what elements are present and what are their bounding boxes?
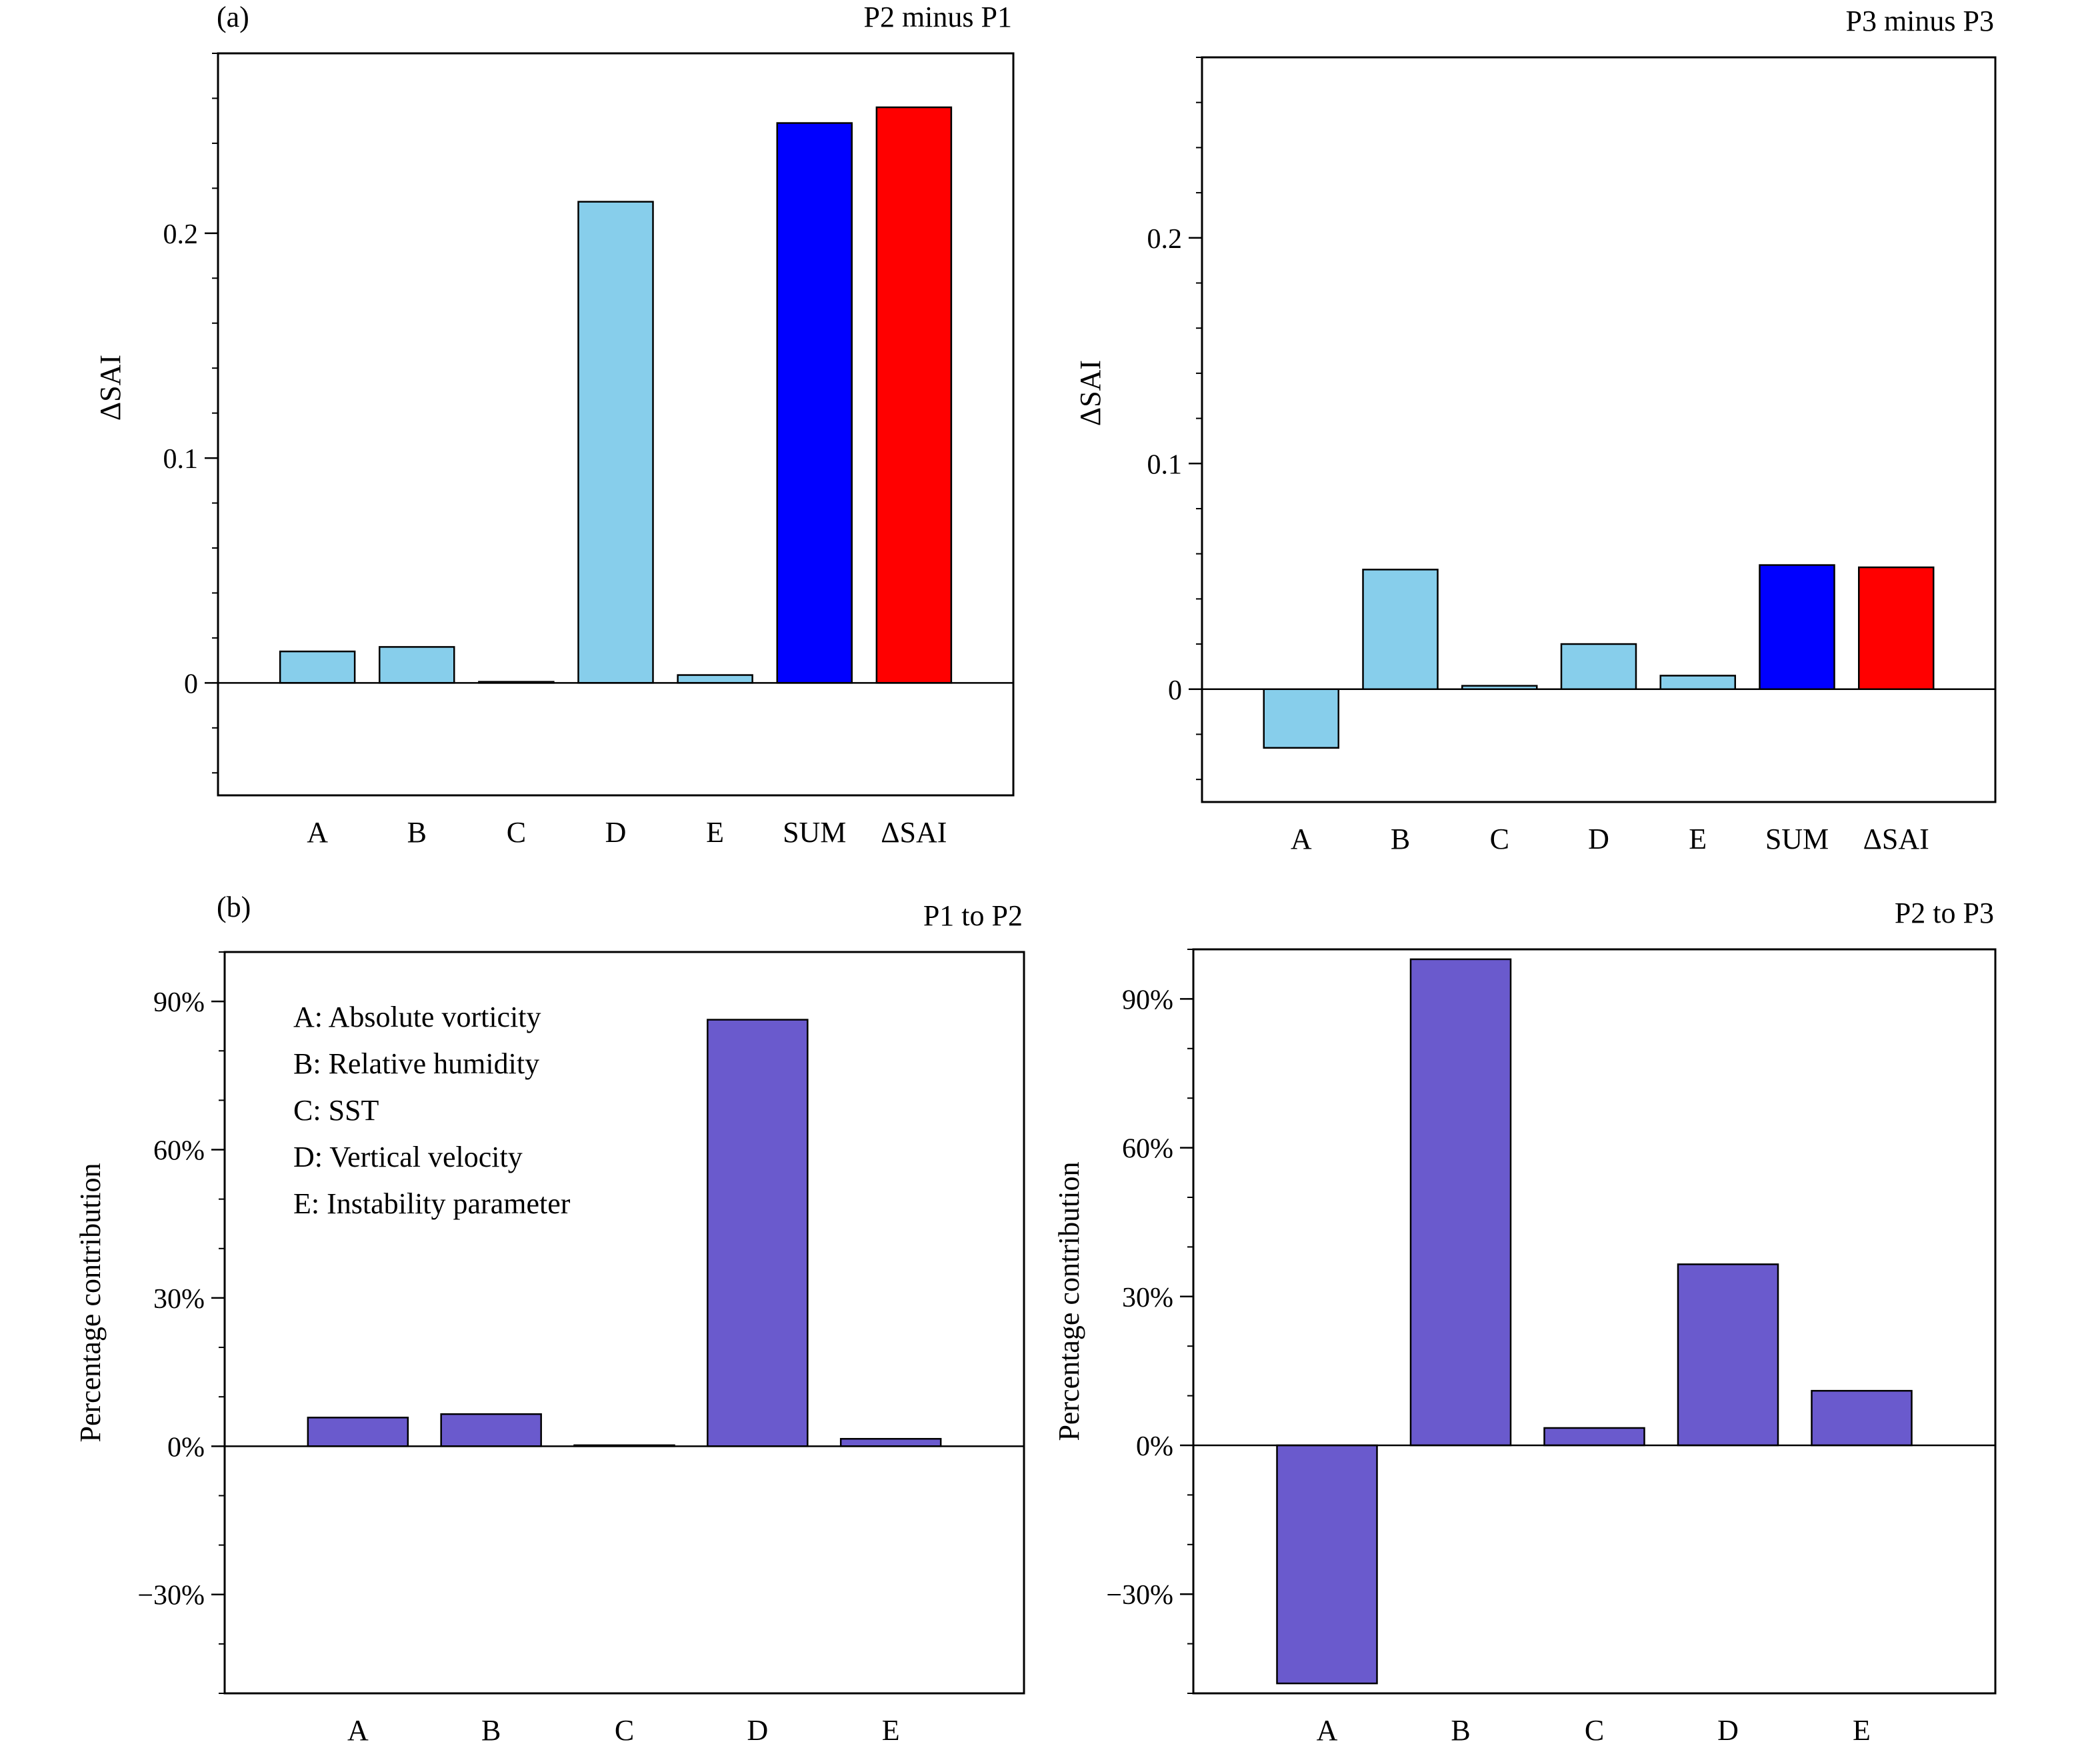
plot-frame bbox=[217, 52, 1015, 797]
y-axis-label: ΔSAI bbox=[1074, 360, 1107, 426]
legend-item-c: C: SST bbox=[293, 1094, 379, 1127]
x-tick-label: ΔSAI bbox=[1863, 823, 1929, 855]
bar-b bbox=[1409, 958, 1512, 1447]
chart-pct-p2-to-p3: −30% 0% 30% 60% 90% A B C D E P2 to P3 Percentage c… bbox=[1053, 897, 1997, 1747]
x-tick-label: D bbox=[1717, 1714, 1739, 1747]
chart-title: P2 to P3 bbox=[1895, 897, 1994, 929]
x-tick-label: C bbox=[1490, 823, 1509, 855]
x-tick-label: E bbox=[1853, 1714, 1871, 1747]
bar-e bbox=[839, 1437, 942, 1447]
bar-b bbox=[1362, 569, 1439, 691]
bar-sai bbox=[1858, 566, 1935, 691]
x-tick-label: E bbox=[1689, 823, 1707, 855]
y-axis-label: ΔSAI bbox=[94, 355, 127, 421]
chart-dsai-p3-minus-p3: 0 0.1 0.2 A B C D E SUM ΔSAI P3 minus P3 ΔSAI bbox=[1074, 5, 1997, 855]
plot-frame bbox=[1201, 56, 1997, 803]
x-tick-label: B bbox=[407, 816, 427, 849]
bar-c bbox=[1543, 1427, 1645, 1447]
bar-a bbox=[1263, 688, 1339, 749]
chart-title: P1 to P2 bbox=[923, 899, 1023, 932]
x-tick-label: C bbox=[507, 816, 526, 849]
x-tick-label: SUM bbox=[783, 816, 846, 849]
y-tick-label: 30% bbox=[153, 1284, 205, 1315]
chart-dsai-p2-minus-p1: 0 0.1 0.2 A B C D E SUM ΔSAI P2 minus P1 ΔSAI bbox=[94, 1, 1015, 849]
bar-e bbox=[1659, 675, 1736, 691]
bar-e bbox=[677, 674, 753, 684]
y-tick-label: 60% bbox=[153, 1136, 205, 1167]
x-tick-label: B bbox=[1451, 1714, 1470, 1747]
plot-frame bbox=[223, 951, 1025, 1695]
y-tick-label: 0.2 bbox=[163, 219, 199, 250]
y-tick-label: 30% bbox=[1122, 1283, 1173, 1313]
x-tick-label: E bbox=[882, 1714, 900, 1747]
chart-title: P3 minus P3 bbox=[1845, 5, 1994, 37]
legend-item-a: A: Absolute vorticity bbox=[293, 1001, 541, 1033]
y-tick-label: 60% bbox=[1122, 1134, 1173, 1165]
chart-title: P2 minus P1 bbox=[863, 1, 1012, 33]
x-tick-label: A bbox=[1291, 823, 1312, 855]
x-tick-label: D bbox=[605, 816, 627, 849]
plot-frame bbox=[1192, 948, 1997, 1695]
x-tick-label: ΔSAI bbox=[881, 816, 947, 849]
bar-a bbox=[1276, 1444, 1378, 1685]
legend-item-b: B: Relative humidity bbox=[293, 1047, 539, 1080]
y-tick-label: 0% bbox=[167, 1432, 205, 1463]
x-tick-label: C bbox=[1585, 1714, 1604, 1747]
bar-b bbox=[379, 646, 455, 684]
x-tick-label: B bbox=[1391, 823, 1410, 855]
y-tick-label: 90% bbox=[1122, 985, 1173, 1015]
x-tick-label: A bbox=[307, 816, 328, 849]
x-tick-label: C bbox=[615, 1714, 634, 1747]
y-tick-label: 0% bbox=[1136, 1431, 1173, 1462]
y-tick-label: −30% bbox=[137, 1581, 205, 1611]
bar-d bbox=[1677, 1263, 1779, 1447]
legend-item-e: E: Instability parameter bbox=[293, 1187, 571, 1220]
bar-a bbox=[279, 650, 356, 684]
x-tick-label: B bbox=[481, 1714, 501, 1747]
y-tick-label: 0.2 bbox=[1147, 224, 1183, 255]
y-tick-label: −30% bbox=[1106, 1580, 1173, 1611]
panel-label-a: (a) bbox=[217, 1, 249, 33]
y-axis-label: Percentage contribution bbox=[74, 1163, 107, 1442]
legend-item-d: D: Vertical velocity bbox=[293, 1141, 523, 1173]
x-tick-label: E bbox=[706, 816, 724, 849]
x-tick-label: A bbox=[1317, 1714, 1338, 1747]
factor-legend: A: Absolute vorticity B: Relative humidi… bbox=[293, 1001, 571, 1220]
y-tick-label: 0.1 bbox=[163, 444, 199, 475]
chart-pct-p1-to-p2: −30% 0% 30% 60% 90% A B C D E P1 to P2 Percentage c… bbox=[74, 899, 1025, 1747]
bar-b bbox=[440, 1413, 542, 1447]
bar-d bbox=[577, 201, 654, 684]
panels: 0 0.1 0.2 A B C D E SUM ΔSAI P2 minus P1 ΔSAI 0 0.1 0.… bbox=[74, 1, 1997, 1747]
x-tick-label: D bbox=[1588, 823, 1609, 855]
y-tick-label: 0 bbox=[184, 669, 198, 699]
y-tick-label: 0 bbox=[1168, 675, 1182, 706]
x-tick-label: D bbox=[747, 1714, 768, 1747]
y-axis-label: Percentage contribution bbox=[1053, 1161, 1085, 1441]
bar-sai bbox=[875, 106, 953, 684]
bar-d bbox=[707, 1019, 809, 1447]
x-tick-label: A bbox=[347, 1714, 369, 1747]
panel-label-b: (b) bbox=[217, 891, 251, 923]
bar-d bbox=[1560, 643, 1637, 691]
x-tick-label: SUM bbox=[1765, 823, 1829, 855]
y-tick-label: 0.1 bbox=[1147, 449, 1183, 480]
bar-e bbox=[1811, 1389, 1913, 1447]
bar-sum bbox=[776, 122, 853, 684]
y-tick-label: 90% bbox=[153, 987, 205, 1018]
bar-a bbox=[307, 1417, 409, 1447]
bar-sum bbox=[1759, 564, 1835, 691]
